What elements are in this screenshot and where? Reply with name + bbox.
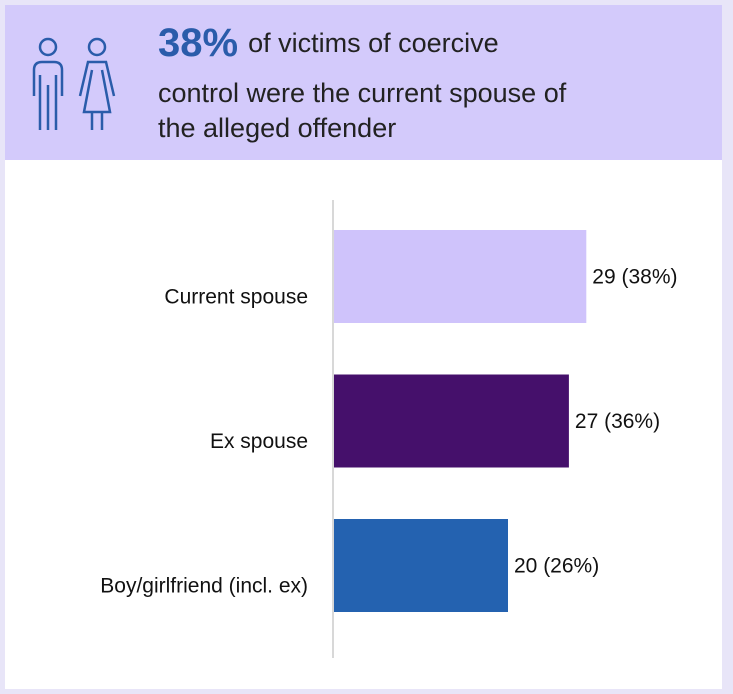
header-band [5,5,722,160]
people-icon [32,37,116,130]
header-line: control were the current spouse of [158,78,567,108]
value-label: 20 (26%) [514,555,599,578]
header-line: of victims of coercive [248,28,499,58]
category-label: Boy/girlfriend (incl. ex) [100,575,308,598]
category-label: Current spouse [164,286,308,309]
value-label: 27 (36%) [575,410,660,433]
value-label: 29 (38%) [592,266,677,289]
bar [334,519,508,612]
bar [334,374,569,468]
header-line: the alleged offender [158,113,396,143]
header-highlight: 38% of victims of coercive [158,21,499,65]
category-label: Ex spouse [210,430,308,453]
highlight: 38% [158,21,238,65]
bar [334,230,587,323]
